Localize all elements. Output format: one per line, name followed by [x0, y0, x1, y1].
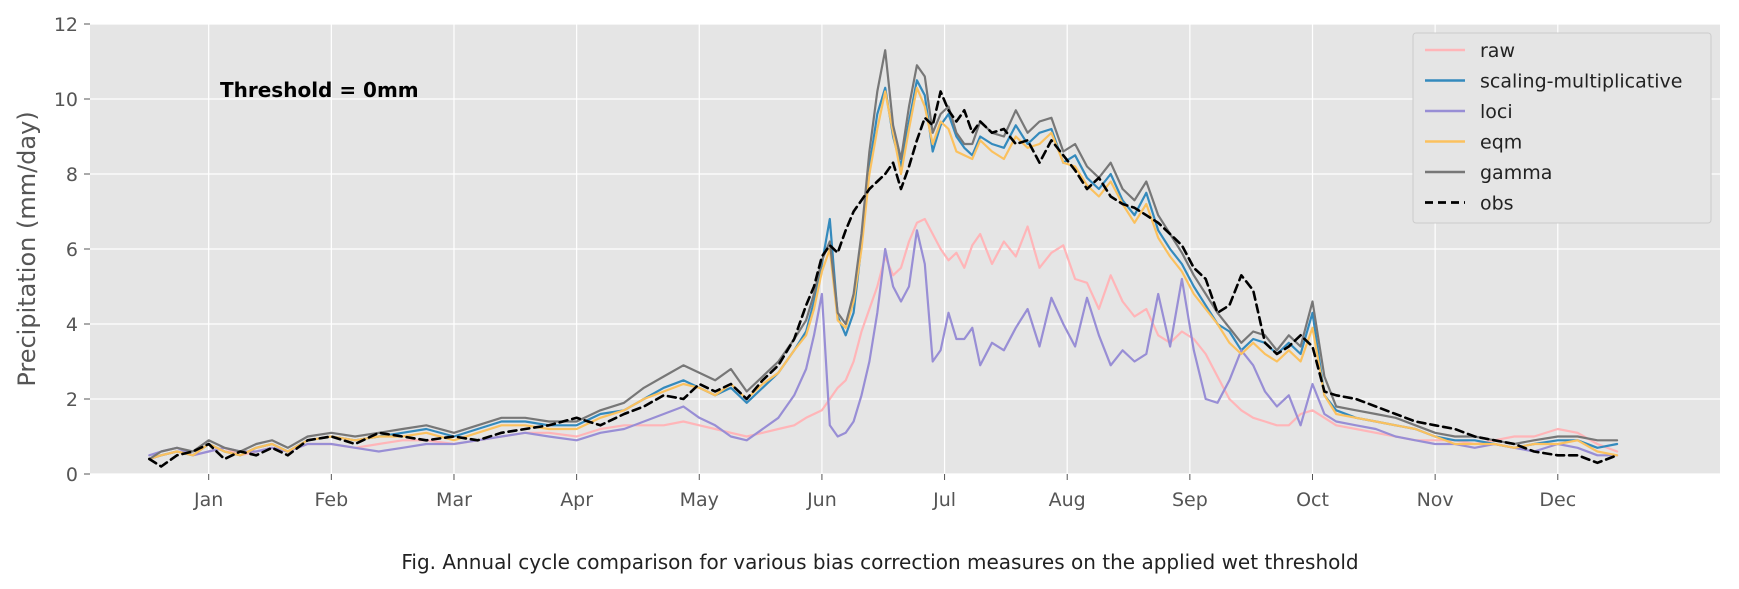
x-tick-label: Feb [315, 489, 349, 511]
x-tick-label: May [680, 489, 719, 511]
series-line-gamma [148, 49, 1619, 461]
x-tick-label: Aug [1049, 489, 1086, 511]
legend-label-obs: obs [1480, 193, 1514, 215]
legend-label-scaling-multiplicative: scaling-multiplicative [1480, 71, 1682, 93]
y-tick-label: 2 [66, 389, 78, 411]
x-tick-label: Nov [1417, 489, 1454, 511]
figure-caption: Fig. Annual cycle comparison for various… [401, 550, 1358, 574]
legend-items: raw scaling-multiplicative loci eqm gamma obs [1425, 40, 1682, 215]
legend: raw scaling-multiplicative loci eqm gamma obs [1412, 32, 1712, 224]
legend-label-eqm: eqm [1480, 132, 1522, 154]
legend-box [1412, 32, 1712, 224]
x-tick-label: Oct [1296, 489, 1329, 511]
y-axis-title: Precipitation (mm/day) [13, 111, 41, 386]
legend-label-loci: loci [1480, 101, 1513, 123]
x-tick-label: Mar [436, 489, 472, 511]
y-tick-label: 6 [66, 239, 78, 261]
x-tick-label: Jul [932, 489, 956, 511]
y-axis: 0 2 4 6 8 10 12 [54, 14, 90, 486]
chart-annotation: Threshold = 0mm [220, 78, 419, 102]
x-tick-label: Apr [560, 489, 593, 511]
y-tick-label: 12 [54, 14, 78, 36]
series-line-loci [148, 229, 1619, 457]
y-tick-label: 0 [66, 464, 78, 486]
y-tick-label: 4 [66, 314, 78, 336]
x-tick-label: Jan [193, 489, 223, 511]
x-tick-label: Jun [806, 489, 837, 511]
y-tick-label: 10 [54, 89, 78, 111]
y-tick-label: 8 [66, 164, 78, 186]
x-tick-label: Dec [1539, 489, 1576, 511]
x-tick-label: Sep [1172, 489, 1208, 511]
series-line-eqm [148, 86, 1619, 461]
legend-label-raw: raw [1480, 40, 1515, 62]
legend-label-gamma: gamma [1480, 162, 1552, 184]
series-lines [148, 49, 1619, 468]
grid [90, 23, 1720, 475]
x-axis: Jan Feb Mar Apr May Jun Jul Aug Sep Oct Nov Dec [193, 474, 1576, 511]
series-line-obs [148, 90, 1619, 468]
